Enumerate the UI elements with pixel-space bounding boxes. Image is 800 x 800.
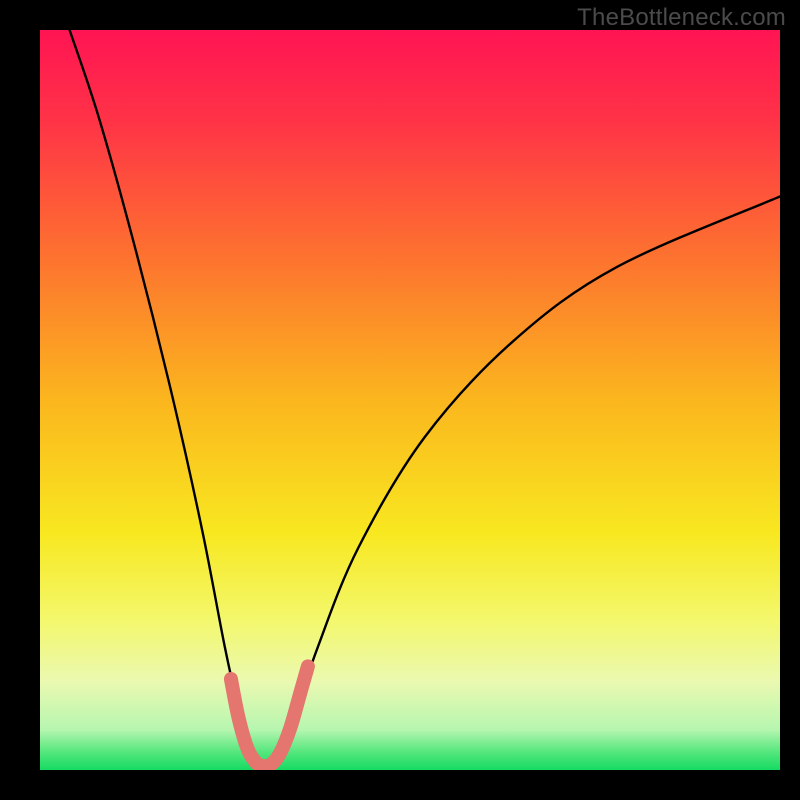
plot-background (40, 30, 780, 770)
chart-stage: TheBottleneck.com (0, 0, 800, 800)
watermark-text: TheBottleneck.com (577, 4, 786, 32)
bottleneck-chart (40, 30, 780, 770)
